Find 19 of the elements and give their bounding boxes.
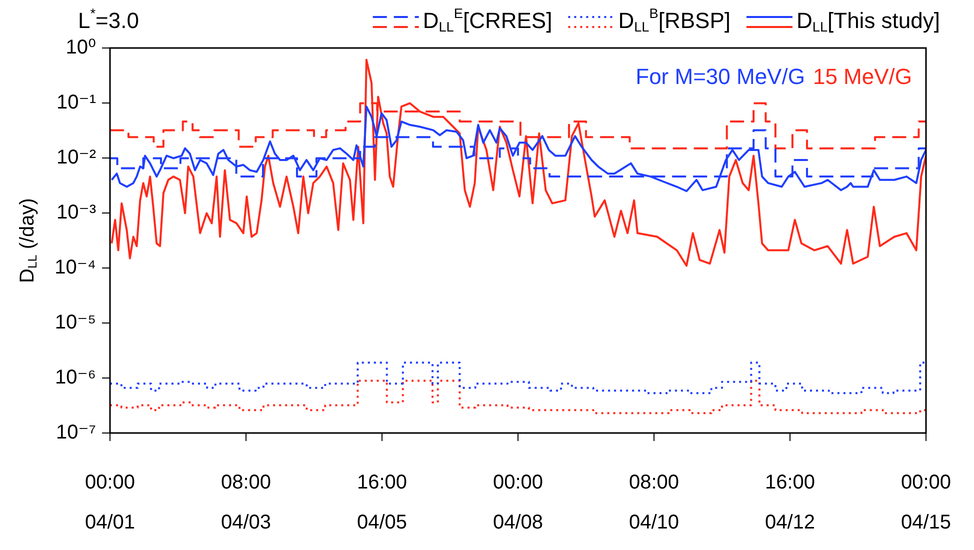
y-tick-label: 10⁻⁴ [54,256,96,279]
y-tick-label: 10⁻² [56,146,96,169]
x-tick-label: 16:00 04/12 [764,472,816,534]
annotation: 15 MeV/G [812,64,912,90]
x-tick-label: 00:00 04/15 [900,472,952,534]
annotation: For M=30 MeV/G [636,64,805,90]
x-tick-label: 00:00 04/01 [84,472,136,534]
y-axis-title: DLL (/day) [16,198,40,283]
y-tick-label: 10⁻⁶ [54,366,96,389]
y-tick-label: 10⁰ [66,36,96,59]
x-tick-label: 00:00 04/08 [492,472,544,534]
x-tick-label: 08:00 04/10 [628,472,680,534]
x-tick-label: 08:00 04/03 [220,472,272,534]
y-tick-label: 10⁻⁵ [54,312,96,334]
y-tick-label: 10⁻⁷ [56,422,96,444]
y-tick-label: 10⁻³ [56,202,96,224]
legend-title: L*=3.0 [78,6,139,34]
x-tick-label: 16:00 04/05 [356,472,408,534]
y-tick-label: 10⁻¹ [56,92,96,114]
